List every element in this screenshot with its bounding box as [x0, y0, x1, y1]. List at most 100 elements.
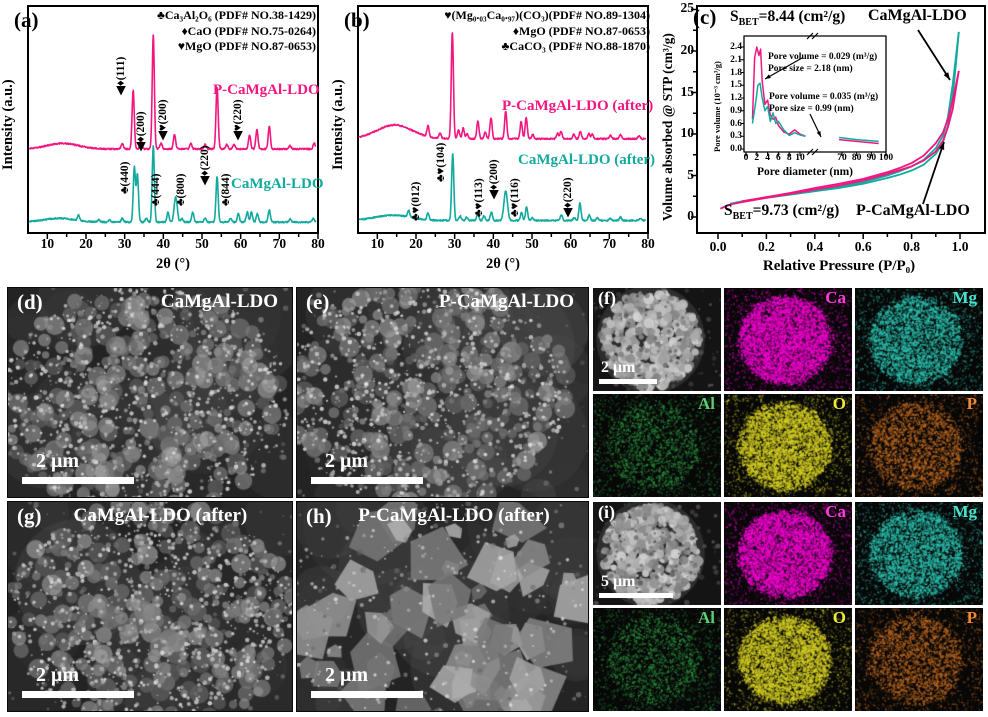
eds-map-ca-canvas	[724, 502, 852, 605]
x-tick-label: 70	[272, 236, 287, 251]
inset-y-tick: 0.0	[730, 144, 742, 154]
eds-map-ca-canvas	[724, 288, 852, 391]
panel-d-letter: (d)	[17, 290, 43, 314]
panel-i-letter: (i)	[598, 502, 615, 522]
x-tick-label: 80	[311, 236, 325, 251]
panel-h-scale-bar	[311, 691, 423, 698]
eds-label-al: Al	[698, 608, 715, 627]
panel-i-scale-text: 5 μm	[601, 573, 636, 590]
x-tick-label: 10	[370, 236, 385, 251]
peak-hkl-label: ◀♦(200)	[135, 111, 148, 152]
eds-map-p-canvas	[855, 608, 983, 711]
legend-line: ♦MgO (PDF# NO.87-0653)	[512, 23, 650, 38]
peak-hkl-label: ♣♥(104)	[434, 142, 447, 182]
eds-map-al-canvas	[593, 394, 721, 497]
panel-f-eds-maps: (f) 2 μm Ca Mg Al O P	[593, 288, 988, 497]
x-tick-label: 0.4	[806, 239, 824, 254]
x-tick-label: 50	[525, 236, 539, 251]
x-tick-label: 30	[117, 236, 132, 251]
legend-line: ♦CaO (PDF# NO.75-0264)	[181, 23, 316, 38]
inset-y-axis-label: Pore volume (10⁻³ cm³/g)	[712, 61, 722, 152]
panel-b-x-axis-label: 2θ (°)	[486, 256, 520, 272]
peak-hkl-label: ◀♦(220)	[199, 145, 212, 186]
panel-a-canvas	[0, 0, 330, 283]
eds-map-p-i: P	[855, 608, 983, 711]
x-tick-label: 1.0	[951, 239, 969, 254]
eds-map-o-canvas	[724, 608, 852, 711]
legend-line: ♥MgO (PDF# NO.87-0653)	[177, 39, 316, 53]
y-tick-label: 5	[687, 166, 694, 182]
panel-b-y-axis-label: Intensity (a.u.)	[330, 79, 346, 171]
eds-map-ca-f: Ca	[724, 288, 852, 391]
panel-i-sem-tile: (i) 5 μm	[593, 502, 721, 605]
panel-a-series-label-p-camgal-ldo: P-CaMgAl-LDO	[213, 82, 320, 98]
panel-h-scale-text: 2 μm	[325, 664, 368, 686]
x-tick-label: 60	[233, 236, 248, 251]
panel-c-isotherm-chart: (c) Volume absorbed @ STP (cm³/g) Relati…	[660, 0, 988, 283]
inset-annotation-pore-volume-2: Pore volume = 0.035 (m³/g)	[769, 92, 879, 102]
panel-a-xrd-chart: (a) Intensity (a.u.) 2θ (°) ♣Ca₃Al₂O₆ (P…	[0, 0, 330, 283]
x-tick-label: 0.0	[709, 239, 727, 254]
legend-line: ♣CaCO₃ (PDF# NO.88-1870)	[501, 39, 650, 53]
panel-h-letter: (h)	[306, 504, 332, 528]
panel-c-letter: (c)	[693, 5, 717, 29]
sbet-top-value: =8.44 (cm²/g)	[758, 8, 846, 25]
eds-label-p: P	[966, 608, 977, 627]
panel-i-sem-tile-canvas	[593, 502, 721, 605]
panel-a-phase-legend: ♣Ca₃Al₂O₆ (PDF# NO.38-1429) ♦CaO (PDF# NO…	[157, 8, 316, 55]
panel-g-sem-image: (g) CaMgAl-LDO (after) 2 μm	[7, 501, 293, 712]
x-tick-label: 0.8	[903, 239, 921, 254]
panel-e-scale-text: 2 μm	[325, 450, 368, 472]
peak-hkl-label: ♣♥(012)	[409, 181, 422, 221]
sbet-top-s: S	[730, 8, 739, 25]
panel-i-scale-bar	[599, 593, 673, 598]
inset-y-tick: 1.5	[730, 80, 742, 91]
sbet-bottom-subscript: BET	[732, 211, 753, 223]
eds-map-al-canvas	[593, 608, 721, 711]
inset-x-tick: 4	[765, 153, 770, 163]
eds-label-mg: Mg	[952, 288, 977, 307]
panel-i-eds-maps: (i) 5 μm Ca Mg Al O P	[593, 502, 988, 711]
panel-e-letter: (e)	[306, 290, 330, 314]
panel-c-canvas	[660, 0, 988, 283]
inset-x-tick: 6	[776, 153, 781, 163]
panel-g-letter: (g)	[17, 504, 42, 528]
panel-f-sem-tile-canvas	[593, 288, 721, 391]
x-tick-label: 40	[156, 236, 171, 251]
x-tick-label: 10	[40, 236, 55, 251]
panel-b-series-label-p-camgal-ldo-after: P-CaMgAl-LDO (after)	[502, 98, 654, 114]
x-tick-label: 80	[641, 236, 655, 251]
inset-x-tick: 10	[795, 153, 805, 163]
panel-e-title: P-CaMgAl-LDO	[438, 291, 574, 312]
inset-y-tick: 2.4	[730, 42, 742, 52]
panel-d-title: CaMgAl-LDO	[160, 291, 278, 312]
inset-y-tick: 1.8	[730, 67, 742, 78]
y-tick-label: 15	[680, 83, 695, 99]
inset-x-axis-label: Pore diameter (nm)	[756, 166, 853, 178]
panel-e-sem-canvas	[297, 288, 588, 497]
panel-b-letter: (b)	[344, 8, 370, 32]
legend-line: ♥(Mg₀.₀₃Ca₀.₉₇)(CO₃)(PDF# NO.89-1304)	[444, 8, 650, 22]
inset-x-tick: 80	[851, 153, 862, 163]
peak-hkl-label: ♣(800)	[174, 173, 187, 206]
sbet-bottom-value: =9.73 (cm²/g)	[752, 202, 840, 219]
inset-annotation-pore-size-1: Pore size = 2.18 (nm)	[768, 64, 853, 74]
eds-map-al-f: Al	[593, 394, 721, 497]
y-tick-label: 20	[680, 42, 695, 57]
panel-h-sem-image: (h) P-CaMgAl-LDO (after) 2 μm	[296, 501, 589, 712]
peak-hkl-label: ♣(440)	[119, 161, 132, 195]
eds-map-mg-canvas	[855, 502, 983, 605]
x-tick-label: 50	[195, 236, 209, 251]
panel-e-scale-bar	[311, 477, 423, 484]
peak-hkl-label: ◀♦(220)	[561, 177, 574, 218]
sbet-top-subscript: BET	[738, 17, 759, 29]
legend-line: ♣Ca₃Al₂O₆ (PDF# NO.38-1429)	[157, 8, 316, 22]
inset-x-tick: 100	[878, 153, 894, 163]
inset-y-tick: 0.9	[730, 105, 742, 116]
eds-map-al-i: Al	[593, 608, 721, 711]
panel-d-scale-bar	[22, 477, 134, 484]
eds-label-p: P	[966, 394, 977, 413]
eds-label-o: O	[832, 608, 846, 627]
panel-b-phase-legend: ♥(Mg₀.₀₃Ca₀.₉₇)(CO₃)(PDF# NO.89-1304) ♦Mg…	[444, 8, 650, 55]
